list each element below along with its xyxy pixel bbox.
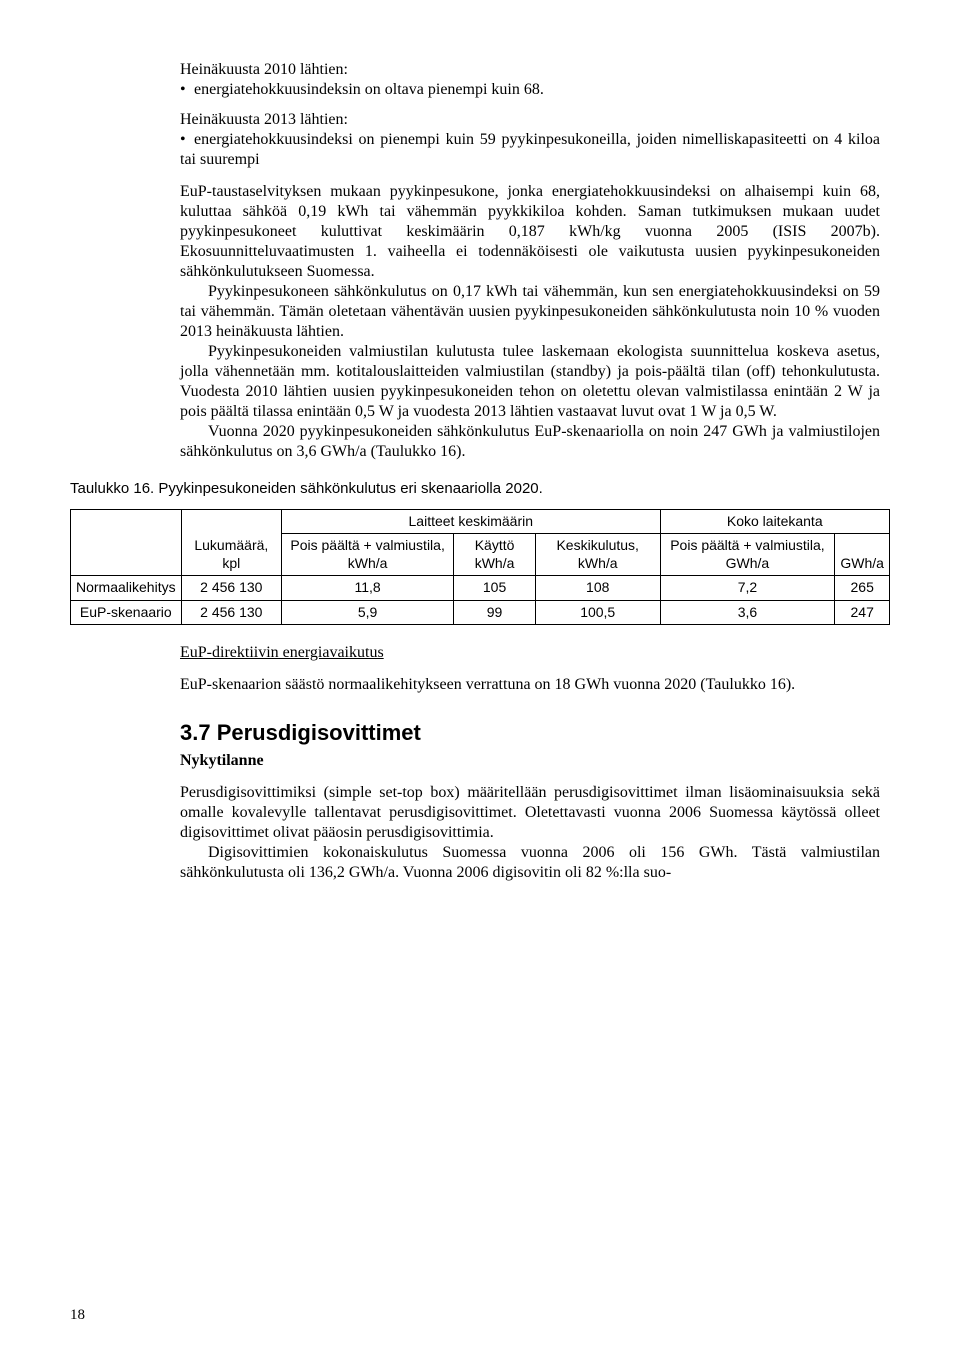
data-table: Laitteet keskimäärin Koko laitekanta Luk… [70, 509, 890, 626]
after-table-paragraph: EuP-skenaarion säästö normaalikehityksee… [180, 675, 880, 695]
row-label-2: EuP-skenaario [71, 600, 182, 625]
bullet-text: energiatehokkuusindeksi on pienempi kuin… [180, 131, 880, 168]
table-header-group-2: Koko laitekanta [660, 509, 890, 534]
table-col-pois1: Pois päältä + valmiustila, kWh/a [282, 534, 454, 576]
table-caption: Taulukko 16. Pyykinpesukoneiden sähkönku… [70, 480, 890, 499]
table-col-lukumaara: Lukumäärä, kpl [181, 534, 281, 576]
table-header-row-2: Lukumäärä, kpl Pois päältä + valmiustila… [71, 534, 890, 576]
cell: 105 [454, 576, 536, 601]
bullet-text: energiatehokkuusindeksin on oltava piene… [194, 81, 544, 98]
section-paragraph-1: Perusdigisovittimiksi (simple set-top bo… [180, 783, 880, 843]
body-paragraph-3: Pyykinpesukoneiden valmiustilan kulutust… [180, 342, 880, 422]
intro-bullet-1: •energiatehokkuusindeksin on oltava pien… [180, 80, 880, 100]
section-paragraph-2: Digisovittimien kokonaiskulutus Suomessa… [180, 843, 880, 883]
cell: 3,6 [660, 600, 835, 625]
table-col-keski: Keskikulutus, kWh/a [535, 534, 660, 576]
cell: 11,8 [282, 576, 454, 601]
table-row: Normaalikehitys 2 456 130 11,8 105 108 7… [71, 576, 890, 601]
table-header-row-1: Laitteet keskimäärin Koko laitekanta [71, 509, 890, 534]
cell: 5,9 [282, 600, 454, 625]
table-col-pois2: Pois päältä + valmiustila, GWh/a [660, 534, 835, 576]
cell: 2 456 130 [181, 576, 281, 601]
table-header-blank [71, 534, 182, 576]
table-header-group-1: Laitteet keskimäärin [282, 509, 660, 534]
cell: 99 [454, 600, 536, 625]
table-col-gwh: GWh/a [835, 534, 890, 576]
intro-line-2: Heinäkuusta 2013 lähtien: [180, 110, 880, 130]
cell: 247 [835, 600, 890, 625]
cell: 265 [835, 576, 890, 601]
bullet-icon: • [180, 130, 194, 150]
cell: 7,2 [660, 576, 835, 601]
subheading-eup: EuP-direktiivin energiavaikutus [180, 643, 880, 663]
body-paragraph-4: Vuonna 2020 pyykinpesukoneiden sähkönkul… [180, 422, 880, 462]
page-number: 18 [70, 1306, 85, 1325]
row-label-1: Normaalikehitys [71, 576, 182, 601]
bullet-icon: • [180, 80, 194, 100]
table-row: EuP-skenaario 2 456 130 5,9 99 100,5 3,6… [71, 600, 890, 625]
body-paragraph-2: Pyykinpesukoneen sähkönkulutus on 0,17 k… [180, 282, 880, 342]
intro-bullet-2: •energiatehokkuusindeksi on pienempi kui… [180, 130, 880, 170]
section-title: 3.7 Perusdigisovittimet [180, 719, 880, 747]
intro-line-1: Heinäkuusta 2010 lähtien: [180, 60, 880, 80]
cell: 108 [535, 576, 660, 601]
section-subtitle: Nykytilanne [180, 751, 880, 771]
table-header-blank [71, 509, 182, 534]
body-paragraph-1: EuP-taustaselvityksen mukaan pyykinpesuk… [180, 182, 880, 282]
cell: 100,5 [535, 600, 660, 625]
cell: 2 456 130 [181, 600, 281, 625]
table-col-kaytto: Käyttö kWh/a [454, 534, 536, 576]
table-header-blank [181, 509, 281, 534]
